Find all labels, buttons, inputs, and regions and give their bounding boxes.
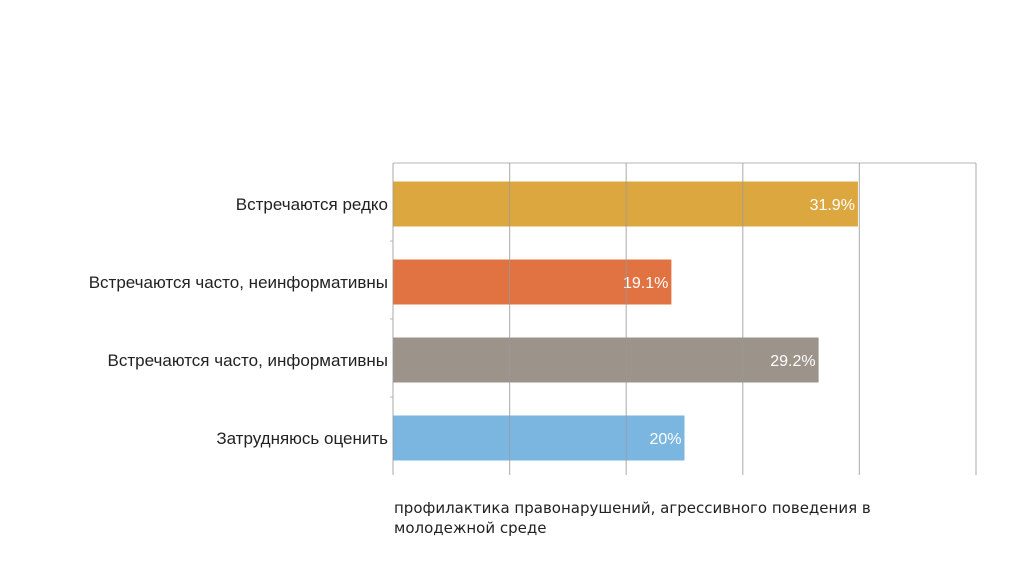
bar — [393, 181, 858, 227]
data-label: 20% — [649, 431, 681, 448]
data-label: 29.2% — [770, 353, 815, 370]
category-label: Встречаются редко — [236, 195, 388, 214]
data-label: 31.9% — [810, 197, 855, 214]
category-label: Затрудняюсь оценить — [216, 429, 388, 448]
bar — [393, 337, 819, 383]
data-label: 19.1% — [623, 275, 668, 292]
category-label: Встречаются часто, неинформативны — [89, 273, 388, 292]
bar — [393, 415, 685, 461]
x-axis-label: профилактика правонарушений, агрессивног… — [394, 499, 871, 537]
category-label: Встречаются часто, информативны — [108, 351, 388, 370]
bar — [393, 259, 672, 305]
